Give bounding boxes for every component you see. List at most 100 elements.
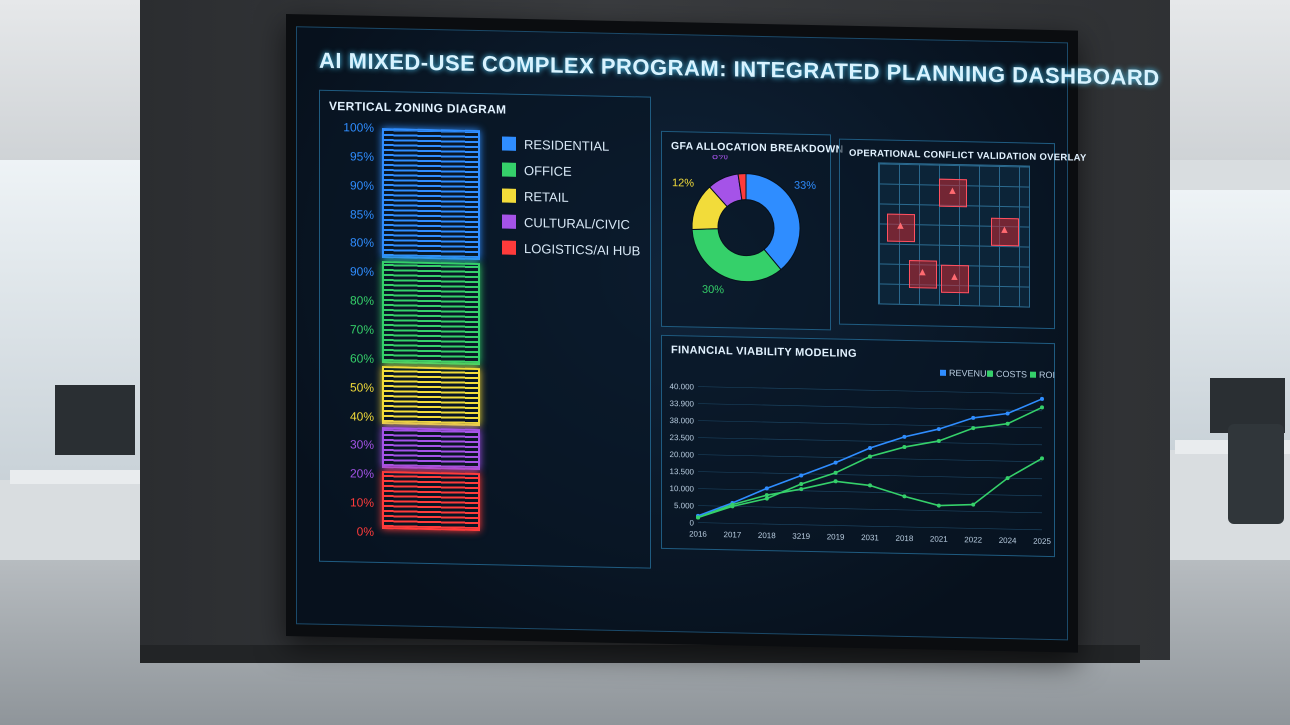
donut-slice[interactable] xyxy=(691,228,782,283)
donut-slice[interactable] xyxy=(737,173,747,201)
data-point-costs[interactable] xyxy=(902,445,907,450)
office-desk-left xyxy=(10,470,140,484)
data-point-costs[interactable] xyxy=(1040,405,1044,410)
y-tick-label: 10.000 xyxy=(670,484,695,494)
data-point-costs[interactable] xyxy=(764,496,769,501)
data-point-roi[interactable] xyxy=(696,515,700,520)
gridline xyxy=(698,488,1042,497)
warning-icon: ▲ xyxy=(895,219,906,232)
data-point-revenue[interactable] xyxy=(1040,396,1044,401)
gfa-title: GFA ALLOCATION BREAKDOWN xyxy=(671,140,844,156)
data-point-roi[interactable] xyxy=(1005,476,1010,481)
zoning-tick-label: 50% xyxy=(349,380,374,395)
data-point-roi[interactable] xyxy=(971,502,976,507)
dashboard-title: AI MIXED-USE COMPLEX PROGRAM: INTEGRATED… xyxy=(319,47,1160,91)
conflict-zone[interactable]: ▲ xyxy=(939,178,967,208)
warning-icon: ▲ xyxy=(999,223,1010,237)
data-point-revenue[interactable] xyxy=(902,434,907,439)
zoning-tick-label: 20% xyxy=(349,466,374,482)
display-bezel: AI MIXED-USE COMPLEX PROGRAM: INTEGRATED… xyxy=(286,14,1160,653)
zoning-legend: RESIDENTIAL OFFICE RETAIL CULTURAL/CIVIC LOG… xyxy=(320,91,650,258)
x-tick-label: 3219 xyxy=(792,532,810,541)
series-line-roi[interactable] xyxy=(697,451,1043,525)
conflict-panel: OPERATIONAL CONFLICT VALIDATION OVERLAY … xyxy=(839,138,1087,330)
gfa-donut-chart: 33% 30% 12% 8% xyxy=(672,154,816,296)
x-tick-label: 2031 xyxy=(861,533,879,542)
gridline xyxy=(698,505,1042,514)
legend-swatch xyxy=(1030,371,1036,378)
x-tick-label: 2019 xyxy=(827,532,845,541)
gridline xyxy=(698,471,1042,480)
donut-slice-label: 12% xyxy=(672,177,694,189)
data-point-revenue[interactable] xyxy=(868,446,872,451)
data-point-costs[interactable] xyxy=(971,426,976,431)
donut-slice[interactable] xyxy=(745,173,801,271)
zoning-tick-label: 100% xyxy=(343,120,374,135)
data-point-revenue[interactable] xyxy=(936,427,941,432)
data-point-roi[interactable] xyxy=(799,487,804,492)
legend-swatch xyxy=(502,136,516,151)
legend-swatch xyxy=(502,240,516,255)
office-chair-right xyxy=(1228,424,1284,524)
gridline xyxy=(698,420,1042,429)
y-tick-label: 38.000 xyxy=(670,416,695,426)
zoning-tick-label: 85% xyxy=(349,206,374,222)
financial-title: FINANCIAL VIABILITY MODELING xyxy=(671,344,857,360)
data-point-roi[interactable] xyxy=(730,502,735,507)
legend-label: OFFICE xyxy=(524,162,572,179)
zoning-legend-item: CULTURAL/CIVIC xyxy=(502,214,630,232)
y-tick-label: 33.900 xyxy=(670,399,695,409)
donut-slice-label: 30% xyxy=(702,284,724,296)
legend-swatch xyxy=(502,188,516,203)
data-point-revenue[interactable] xyxy=(764,486,769,491)
data-point-revenue[interactable] xyxy=(1005,411,1010,416)
data-point-roi[interactable] xyxy=(868,483,872,488)
data-point-revenue[interactable] xyxy=(799,473,804,478)
donut-slice-label: 33% xyxy=(794,180,816,192)
floorplan-map[interactable]: ▲ ▲ ▲ ▲ ▲ xyxy=(878,162,1030,308)
data-point-costs[interactable] xyxy=(833,470,838,475)
conflict-zone[interactable]: ▲ xyxy=(941,264,969,294)
x-tick-label: 2016 xyxy=(689,529,707,538)
x-tick-label: 2025 xyxy=(1033,537,1051,546)
zoning-legend-item: OFFICE xyxy=(502,162,572,179)
zoning-segment-logistics[interactable] xyxy=(382,471,480,532)
data-point-revenue[interactable] xyxy=(833,460,838,465)
legend-swatch xyxy=(502,214,516,229)
data-point-costs[interactable] xyxy=(936,438,941,443)
zoning-segment-residential[interactable] xyxy=(382,128,480,261)
x-tick-label: 2021 xyxy=(930,534,948,543)
gfa-panel: GFA ALLOCATION BREAKDOWN 33% 30% 12% 8% xyxy=(661,130,843,331)
donut-slice-label: 8% xyxy=(712,154,728,162)
legend-swatch xyxy=(940,369,946,376)
data-point-costs[interactable] xyxy=(799,481,804,486)
data-point-roi[interactable] xyxy=(833,479,838,484)
warning-icon: ▲ xyxy=(949,270,960,284)
data-point-roi[interactable] xyxy=(1040,456,1044,461)
zoning-tick-label: 10% xyxy=(349,495,374,510)
dashboard-screen: AI MIXED-USE COMPLEX PROGRAM: INTEGRATED… xyxy=(296,26,1160,641)
zoning-tick-label: 30% xyxy=(349,437,374,453)
office-monitor-left xyxy=(55,385,135,455)
data-point-roi[interactable] xyxy=(902,494,907,499)
y-tick-label: 13.500 xyxy=(670,467,695,477)
zoning-tick-label: 95% xyxy=(349,149,374,164)
conflict-zone[interactable]: ▲ xyxy=(991,217,1019,247)
zoning-segment-office[interactable] xyxy=(382,261,480,366)
data-point-costs[interactable] xyxy=(868,454,872,459)
series-line-costs[interactable] xyxy=(697,400,1043,525)
y-tick-label: 5.000 xyxy=(674,501,695,510)
financial-line-chart: 0 5.000 10.000 13.500 20.000 23.500 38.000 33.9… xyxy=(670,382,1052,546)
financial-legend-item: ROI xyxy=(1030,370,1055,380)
x-tick-label: 2022 xyxy=(964,535,982,544)
zoning-segment-retail[interactable] xyxy=(382,366,480,427)
financial-panel: FINANCIAL VIABILITY MODELING REVENUE COST… xyxy=(661,334,1055,558)
conflict-zone[interactable]: ▲ xyxy=(909,260,937,289)
data-point-roi[interactable] xyxy=(936,503,941,508)
data-point-costs[interactable] xyxy=(1005,421,1010,426)
conflict-zone[interactable]: ▲ xyxy=(887,213,915,243)
x-tick-label: 2018 xyxy=(896,534,914,543)
zoning-segment-cultural[interactable] xyxy=(382,426,480,471)
data-point-revenue[interactable] xyxy=(971,415,976,420)
data-point-roi[interactable] xyxy=(764,493,769,498)
